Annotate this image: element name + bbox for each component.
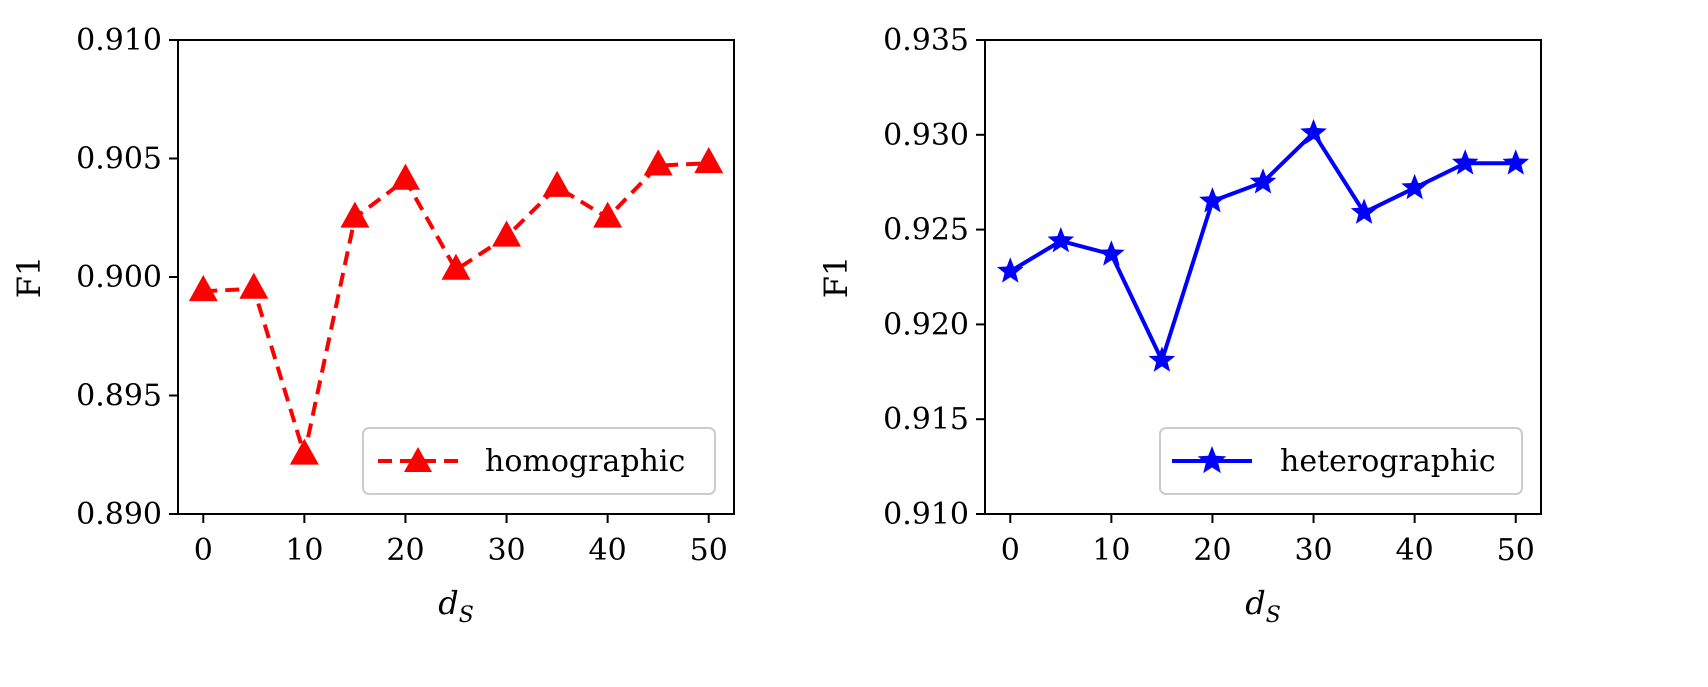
series-layer — [996, 118, 1530, 372]
x-axis-label: dS — [1245, 584, 1281, 628]
legend-star-marker — [1197, 446, 1227, 474]
data-point — [1451, 149, 1479, 175]
x-axis: 0 10 20 30 40 50 — [194, 514, 728, 568]
data-point — [542, 170, 572, 197]
y-tick-label: 0.935 — [883, 23, 969, 58]
data-point — [340, 201, 370, 228]
x-axis: 0 10 20 30 40 50 — [1001, 514, 1535, 568]
x-tick-label: 0 — [1001, 533, 1020, 568]
chart-heterographic: 0.910 0.915 0.920 0.925 0.930 0.935 0 10 20 30 40… — [817, 23, 1542, 628]
legend-label: homographic — [485, 444, 685, 479]
data-point — [643, 149, 673, 176]
x-tick-label: 20 — [1193, 533, 1231, 568]
x-tick-label: 20 — [386, 533, 424, 568]
x-axis-label-main: d — [438, 584, 458, 622]
data-point — [694, 147, 724, 174]
x-tick-label: 40 — [589, 533, 627, 568]
data-point — [1401, 173, 1428, 200]
x-tick-label: 10 — [1092, 533, 1130, 568]
data-point — [239, 272, 269, 299]
x-axis-label-subscript: S — [1266, 603, 1281, 628]
y-tick-label: 0.905 — [76, 142, 162, 177]
legend: homographic — [362, 427, 716, 495]
y-axis: 0.910 0.915 0.920 0.925 0.930 0.935 — [883, 23, 985, 532]
series-layer — [188, 147, 724, 465]
data-point — [390, 163, 420, 190]
y-tick-label: 0.910 — [883, 497, 969, 532]
y-tick-label: 0.925 — [883, 213, 969, 248]
x-tick-label: 30 — [487, 533, 525, 568]
x-tick-label: 40 — [1396, 533, 1434, 568]
data-point — [1098, 240, 1125, 266]
x-tick-label: 10 — [285, 533, 323, 568]
x-tick-label: 50 — [1497, 533, 1535, 568]
data-point — [188, 275, 218, 302]
y-axis-label: F1 — [817, 256, 855, 299]
data-point — [996, 257, 1024, 283]
data-point — [289, 438, 319, 465]
y-tick-label: 0.900 — [76, 260, 162, 295]
legend-triangle-marker — [404, 447, 432, 472]
data-point — [1300, 118, 1327, 145]
legend-box — [362, 427, 716, 495]
series-line — [1009, 130, 1516, 363]
x-axis-label-main: d — [1245, 584, 1265, 622]
y-tick-label: 0.895 — [76, 379, 162, 414]
x-axis-label-subscript: S — [459, 603, 474, 628]
x-tick-label: 0 — [194, 533, 213, 568]
y-axis-label: F1 — [10, 256, 48, 299]
legend-box — [1159, 427, 1523, 495]
data-point — [1502, 149, 1530, 175]
y-tick-label: 0.915 — [883, 402, 969, 437]
chart-homographic: 0.890 0.895 0.900 0.905 0.910 0 10 20 30 40 50 F1… — [10, 23, 735, 628]
data-point — [593, 201, 623, 228]
legend: heterographic — [1159, 427, 1523, 495]
data-point — [1249, 168, 1277, 194]
y-tick-label: 0.910 — [76, 23, 162, 58]
series-line — [203, 161, 709, 457]
legend-label: heterographic — [1280, 444, 1496, 479]
plot-frame — [984, 39, 1542, 515]
x-axis-label: dS — [438, 584, 474, 628]
x-tick-label: 30 — [1294, 533, 1332, 568]
y-axis: 0.890 0.895 0.900 0.905 0.910 — [76, 23, 178, 532]
data-point — [1350, 198, 1378, 224]
x-tick-label: 50 — [690, 533, 728, 568]
data-point — [1199, 187, 1226, 213]
y-tick-label: 0.920 — [883, 307, 969, 342]
y-tick-label: 0.930 — [883, 118, 969, 153]
data-point — [492, 220, 522, 247]
data-point — [441, 253, 471, 280]
y-tick-label: 0.890 — [76, 497, 162, 532]
data-point — [1148, 346, 1176, 372]
data-point — [1047, 226, 1075, 253]
